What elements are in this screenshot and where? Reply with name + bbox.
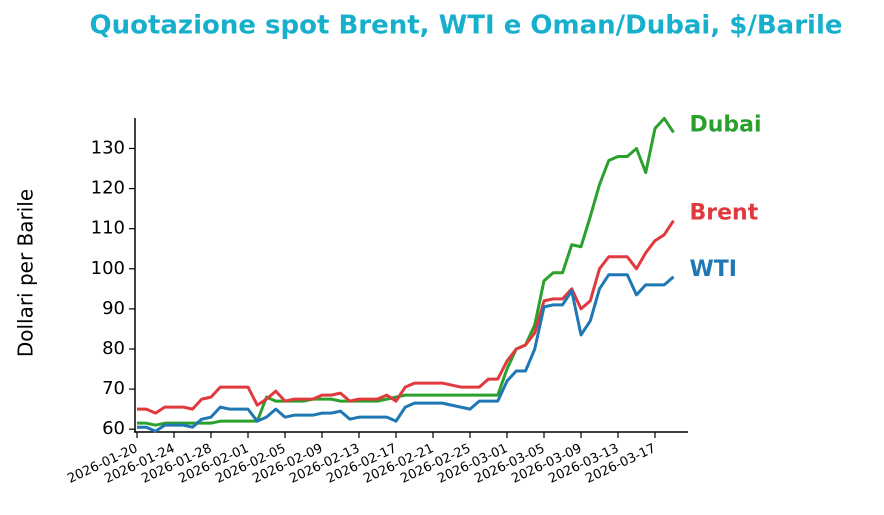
series-label: WTI bbox=[690, 257, 737, 282]
y-tick-label: 80 bbox=[102, 338, 125, 359]
y-tick-label: 100 bbox=[91, 258, 125, 279]
series-line bbox=[137, 219, 675, 415]
series-label: Brent bbox=[690, 201, 759, 226]
series-line bbox=[137, 116, 675, 427]
series-line bbox=[137, 273, 675, 433]
y-tick-label: 90 bbox=[102, 298, 125, 319]
y-tick-label: 120 bbox=[91, 178, 125, 199]
y-tick-label: 110 bbox=[91, 218, 125, 239]
series-label: Dubai bbox=[690, 112, 762, 137]
y-axis-label: Dollari per Barile bbox=[14, 189, 38, 357]
chart-title: Quotazione spot Brent, WTI e Oman/Dubai,… bbox=[89, 11, 842, 41]
y-tick-label: 60 bbox=[102, 418, 125, 439]
y-tick-label: 70 bbox=[102, 378, 125, 399]
y-tick-label: 130 bbox=[91, 137, 125, 158]
